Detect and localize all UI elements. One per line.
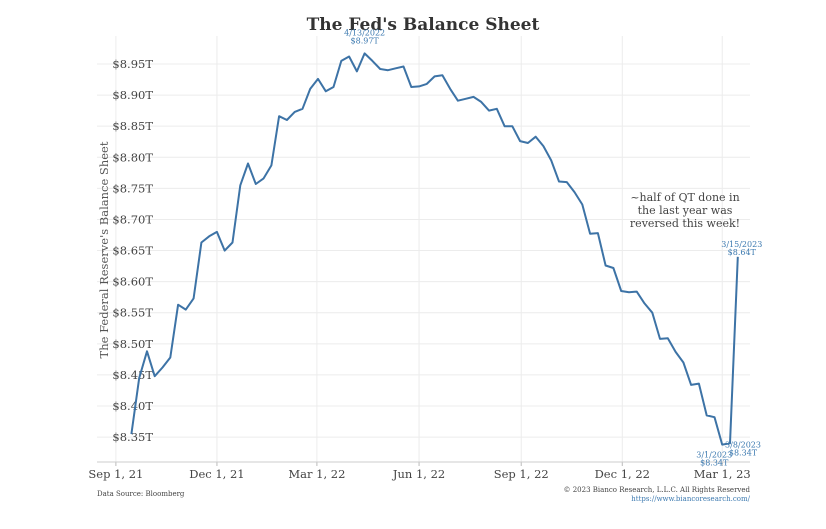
note-line-2: the last year was (638, 204, 733, 217)
y-tick-label: $8.40T (112, 399, 153, 413)
y-tick-label: $8.50T (112, 337, 153, 351)
y-axis-label: The Federal Reserve's Balance Sheet (97, 141, 111, 358)
balance-sheet-line (130, 52, 739, 446)
annotation-date: 3/15/2023 (721, 240, 762, 249)
copyright: © 2023 Bianco Research, L.L.C. All Right… (564, 486, 751, 494)
y-tick-label: $8.35T (112, 430, 153, 444)
x-tick-label: Sep 1, 22 (494, 467, 549, 481)
note-line-3: reversed this week! (630, 217, 740, 230)
y-tick-label: $8.90T (112, 88, 153, 102)
y-tick-label: $8.45T (112, 368, 153, 382)
annotation-date: 3/1/2023 (696, 451, 732, 460)
x-tick-label: Dec 1, 22 (595, 467, 650, 481)
website-link[interactable]: https://www.biancoresearch.com/ (631, 495, 750, 503)
y-tick-label: $8.60T (112, 275, 153, 289)
y-tick-label: $8.55T (112, 306, 153, 320)
y-tick-label: $8.80T (112, 150, 153, 164)
annotation-value: $8.34T (729, 448, 758, 457)
annotation-date: 4/13/2022 (344, 28, 385, 37)
chart-title: The Fed's Balance Sheet (307, 15, 540, 35)
y-tick-label: $8.75T (112, 181, 153, 195)
x-tick-label: Mar 1, 22 (288, 467, 345, 481)
y-tick-label: $8.85T (112, 119, 153, 133)
annotation-value: $8.97T (351, 36, 380, 45)
grid-layer (97, 36, 750, 466)
y-tick-label: $8.70T (112, 212, 153, 226)
x-tick-label: Dec 1, 21 (189, 467, 244, 481)
annotation-value: $8.64T (728, 248, 757, 257)
x-tick-label: Sep 1, 21 (88, 467, 143, 481)
x-tick-labels: Sep 1, 21 Dec 1, 21 Mar 1, 22 Jun 1, 22 Sep … (88, 467, 750, 481)
y-tick-label: $8.65T (112, 244, 153, 258)
series-layer (130, 52, 739, 446)
annotation-value: $8.34T (700, 459, 729, 468)
y-tick-label: $8.95T (112, 57, 153, 71)
note-line-1: ~half of QT done in (630, 191, 739, 204)
y-tick-labels: $8.35T $8.40T $8.45T $8.50T $8.55T $8.60T $8.6… (112, 57, 153, 444)
x-tick-label: Jun 1, 22 (392, 467, 445, 481)
data-source: Data Source: Bloomberg (97, 490, 185, 498)
annotation-layer: 4/13/2022$8.97T3/1/2023$8.34T3/8/2023$8.… (344, 28, 762, 467)
annotation-date: 3/8/2023 (725, 440, 761, 449)
x-tick-label: Mar 1, 23 (694, 467, 751, 481)
